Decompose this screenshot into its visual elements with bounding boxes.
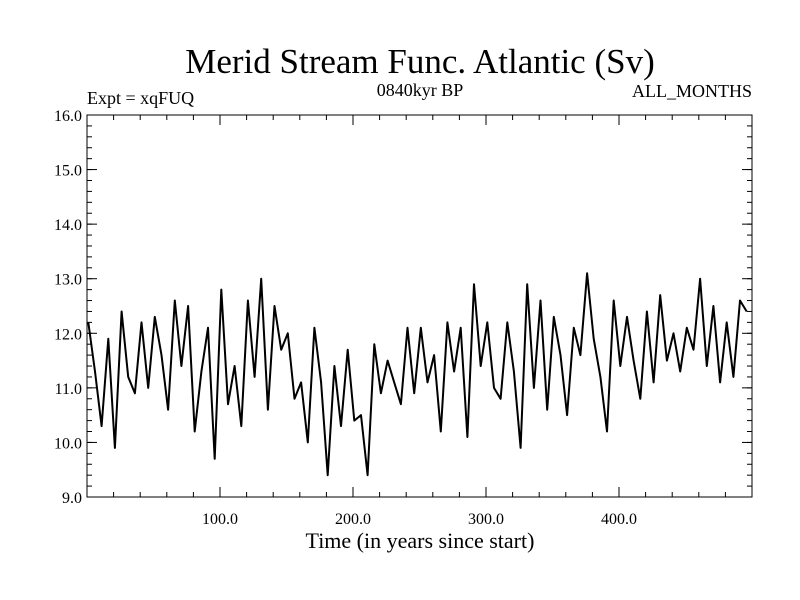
x-tick-label: 400.0 — [601, 511, 637, 528]
series-polyline — [87, 272, 748, 477]
chart-title: Merid Stream Func. Atlantic (Sv) — [185, 42, 655, 81]
y-tick-label: 13.0 — [54, 272, 82, 289]
x-tick-label: 100.0 — [202, 511, 238, 528]
experiment-label: Expt = xqFUQ — [87, 88, 194, 108]
y-tick-label: 11.0 — [55, 381, 82, 398]
months-label: ALL_MONTHS — [632, 81, 752, 101]
y-tick-label: 14.0 — [54, 217, 82, 234]
plot-frame — [86, 114, 753, 498]
period-label: 0840kyr BP — [377, 80, 464, 100]
x-axis-label: Time (in years since start) — [306, 528, 535, 553]
y-tick-label: 9.0 — [62, 490, 82, 507]
x-tick-label: 200.0 — [335, 511, 371, 528]
y-tick-label: 10.0 — [54, 435, 82, 452]
x-tick-label: 300.0 — [468, 511, 504, 528]
axes: 9.0 10.0 11.0 12.0 13.0 14.0 15.0 16.0 100.0 200.… — [54, 108, 752, 528]
y-tick-label: 12.0 — [54, 326, 82, 343]
y-tick-label: 16.0 — [54, 108, 82, 125]
series-line — [87, 272, 748, 477]
y-tick-label: 15.0 — [54, 163, 82, 180]
